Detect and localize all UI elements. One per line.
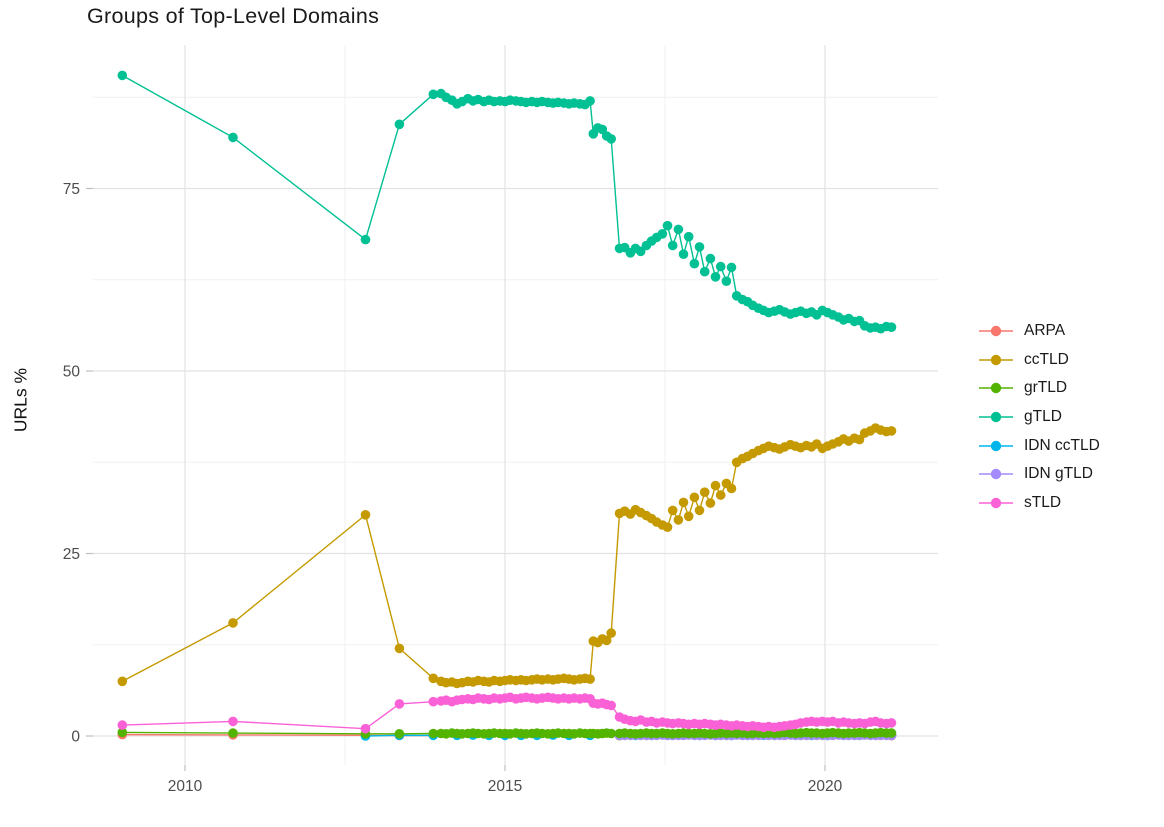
y-tick-label: 0: [71, 729, 80, 746]
legend-key-icon: [979, 469, 1013, 480]
data-point: [678, 497, 689, 508]
legend-label: grTLD: [1024, 379, 1068, 397]
data-point: [428, 673, 439, 684]
legend-entry-grTLD: grTLD: [979, 374, 1100, 403]
data-point: [428, 696, 439, 707]
data-point: [394, 729, 405, 739]
data-point: [662, 220, 673, 231]
series-ccTLD: [117, 423, 897, 689]
data-point: [228, 728, 238, 738]
data-point: [360, 723, 371, 734]
data-point: [726, 262, 737, 273]
legend-key-icon: [979, 383, 1013, 394]
data-point: [886, 426, 897, 436]
y-tick-label: 50: [63, 364, 81, 381]
data-point: [715, 261, 726, 272]
data-point: [606, 134, 616, 144]
data-point: [678, 249, 689, 259]
data-point: [705, 253, 716, 264]
chart-title: Groups of Top-Level Domains: [87, 4, 380, 28]
grid-major: [93, 45, 938, 765]
data-point: [601, 635, 612, 646]
data-point: [710, 272, 721, 282]
data-point: [117, 70, 128, 81]
data-point: [228, 716, 238, 727]
data-point: [360, 234, 371, 245]
series-grTLD: [117, 727, 897, 739]
data-point: [117, 720, 128, 730]
legend-entry-IDN-gTLD: IDN gTLD: [979, 460, 1100, 489]
data-point: [886, 728, 897, 738]
data-point: [721, 276, 732, 287]
data-point: [699, 266, 710, 277]
data-point: [705, 498, 716, 508]
data-point: [394, 119, 405, 130]
data-point: [228, 618, 238, 628]
data-point: [726, 483, 737, 494]
data-point: [585, 674, 595, 684]
legend-label: IDN ccTLD: [1024, 436, 1100, 454]
legend-key-icon: [979, 411, 1013, 423]
legend-entry-sTLD: sTLD: [979, 489, 1100, 518]
data-point: [886, 718, 897, 728]
data-point: [854, 434, 865, 445]
axis-ticks: 2010 2015 2020 0 25 50 75: [63, 181, 843, 795]
legend-label: IDN gTLD: [1024, 465, 1093, 483]
data-point: [710, 480, 721, 491]
data-point: [228, 132, 238, 143]
data-point: [662, 522, 673, 532]
grid-minor: [93, 45, 938, 765]
data-point: [673, 224, 684, 235]
data-point: [606, 728, 616, 739]
data-point: [394, 699, 405, 709]
data-point: [394, 643, 405, 654]
legend-key-icon: [979, 326, 1013, 337]
data-point: [667, 505, 678, 516]
legend-label: ccTLD: [1024, 350, 1069, 368]
legend-key-icon: [979, 497, 1013, 509]
legend-entry-ccTLD: ccTLD: [979, 346, 1100, 375]
data-point: [694, 505, 705, 516]
data-point: [689, 492, 700, 503]
data-point: [606, 700, 616, 711]
data-point: [667, 240, 678, 251]
data-point: [117, 727, 128, 738]
x-tick-label: 2010: [168, 778, 203, 795]
legend-key-icon: [979, 440, 1013, 451]
legend-entry-ARPA: ARPA: [979, 317, 1100, 346]
x-tick-label: 2020: [808, 778, 843, 795]
data-point: [585, 96, 595, 106]
data-point: [606, 628, 616, 638]
series-sTLD: [117, 692, 897, 734]
series-gTLD: [117, 70, 897, 334]
data-point: [715, 490, 726, 500]
x-tick-label: 2015: [488, 778, 522, 795]
legend-key-icon: [979, 354, 1013, 366]
data-point: [117, 676, 128, 687]
legend: ARPA ccTLD grTLD gTLD IDN ccTLD IDN gTLD sTLD: [979, 317, 1100, 517]
data-point: [428, 89, 439, 100]
data-point: [360, 510, 371, 520]
data-point: [428, 728, 439, 739]
legend-label: ARPA: [1024, 322, 1066, 340]
legend-entry-IDN-ccTLD: IDN ccTLD: [979, 431, 1100, 460]
y-tick-label: 75: [63, 181, 80, 198]
data-point: [683, 511, 694, 522]
data-point: [886, 322, 897, 333]
legend-entry-gTLD: gTLD: [979, 403, 1100, 432]
y-tick-label: 25: [63, 546, 80, 563]
data-point: [683, 231, 694, 242]
data-point: [694, 242, 705, 252]
data-point: [657, 229, 668, 239]
data-point: [673, 515, 684, 525]
legend-label: sTLD: [1024, 493, 1062, 511]
legend-label: gTLD: [1024, 408, 1062, 426]
data-point: [689, 258, 700, 269]
data-point: [699, 487, 710, 498]
